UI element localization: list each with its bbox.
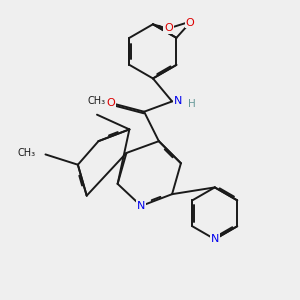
Text: CH₃: CH₃ — [18, 148, 36, 158]
Text: N: N — [137, 201, 146, 211]
Text: O: O — [186, 17, 195, 28]
Text: O: O — [164, 23, 172, 33]
Text: N: N — [211, 234, 219, 244]
Text: H: H — [188, 99, 196, 109]
Text: O: O — [106, 98, 115, 108]
Text: CH₃: CH₃ — [88, 96, 106, 106]
Text: N: N — [174, 96, 182, 106]
